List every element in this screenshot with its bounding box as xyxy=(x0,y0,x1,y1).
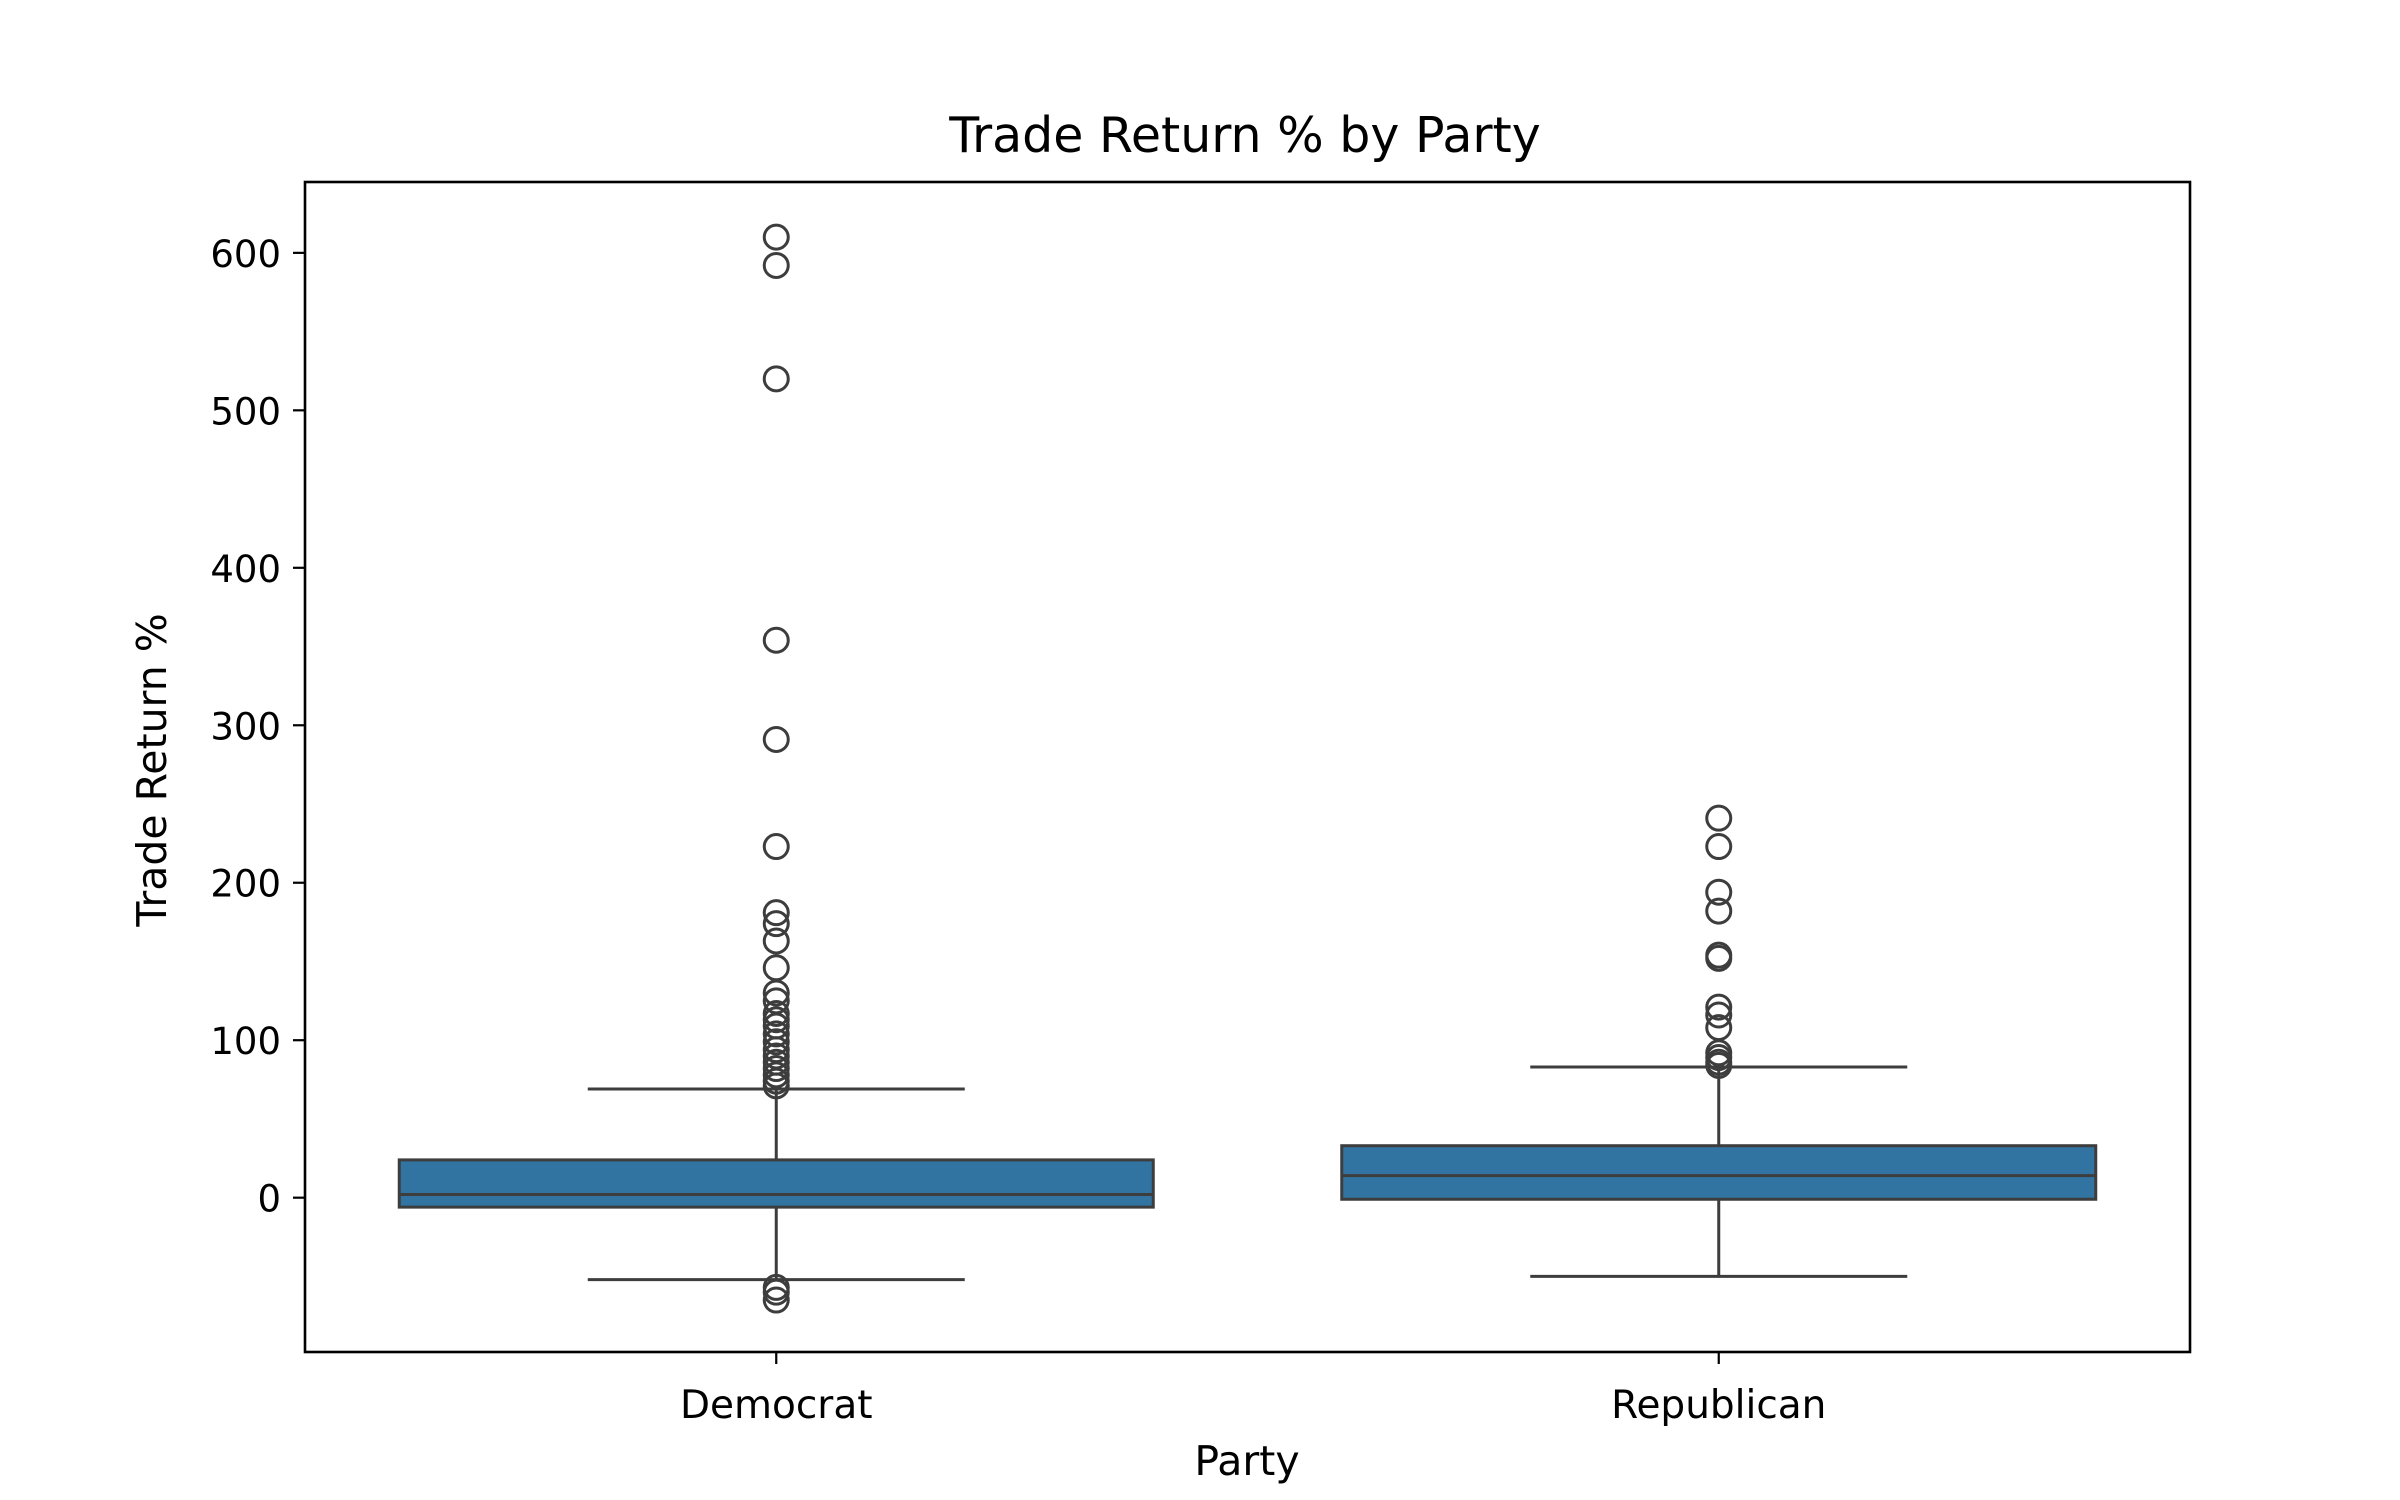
chart-title: Trade Return % by Party xyxy=(948,107,1540,164)
outlier-point xyxy=(762,725,790,753)
outlier-point xyxy=(762,1006,790,1034)
y-tick-label: 0 xyxy=(257,1178,281,1221)
outlier-point xyxy=(762,1286,790,1314)
y-axis-label: Trade Return % xyxy=(128,613,176,927)
outlier-point xyxy=(1705,1051,1733,1079)
outlier-point xyxy=(762,1072,790,1100)
outlier-point xyxy=(1705,944,1733,972)
outlier-point xyxy=(762,979,790,1007)
y-axis: 0 100 200 300 400 500 600 xyxy=(210,233,305,1221)
outlier-point xyxy=(762,1020,790,1048)
outlier-point xyxy=(1705,993,1733,1021)
outlier-point xyxy=(762,251,790,279)
outlier-point xyxy=(762,954,790,982)
outlier-point xyxy=(762,910,790,938)
box-plot-marks xyxy=(397,223,2098,1314)
outlier-point xyxy=(762,223,790,251)
outlier-point xyxy=(762,1061,790,1089)
y-tick-label: 100 xyxy=(210,1020,281,1063)
y-tick-label: 500 xyxy=(210,390,281,433)
outlier-point xyxy=(1705,804,1733,832)
plot-frame xyxy=(303,180,2192,1354)
x-tick-label-democrat: Democrat xyxy=(680,1383,873,1428)
x-tick-label-republican: Republican xyxy=(1611,1383,1826,1428)
y-tick-label: 400 xyxy=(210,548,281,591)
outlier-point xyxy=(762,899,790,927)
x-axis-label: Party xyxy=(1194,1437,1299,1485)
outlier-point xyxy=(1705,897,1733,925)
outlier-point xyxy=(762,1278,790,1306)
outlier-point xyxy=(1705,878,1733,906)
box-democrat xyxy=(397,1158,1155,1209)
outlier-point xyxy=(1705,1001,1733,1029)
box-group-democrat xyxy=(397,223,1155,1314)
outlier-point xyxy=(762,927,790,955)
outlier-point xyxy=(762,999,790,1027)
outlier-point xyxy=(762,626,790,654)
outlier-point xyxy=(762,1028,790,1056)
outlier-point xyxy=(762,1055,790,1083)
outlier-point xyxy=(1705,833,1733,861)
y-tick-label: 300 xyxy=(210,705,281,748)
box-republican xyxy=(1340,1144,2098,1201)
outlier-point xyxy=(762,365,790,393)
y-tick-label: 200 xyxy=(210,863,281,906)
box-group-republican xyxy=(1340,804,2098,1278)
x-axis: Democrat Republican xyxy=(680,1352,1826,1428)
y-tick-label: 600 xyxy=(210,233,281,276)
outlier-point xyxy=(762,833,790,861)
